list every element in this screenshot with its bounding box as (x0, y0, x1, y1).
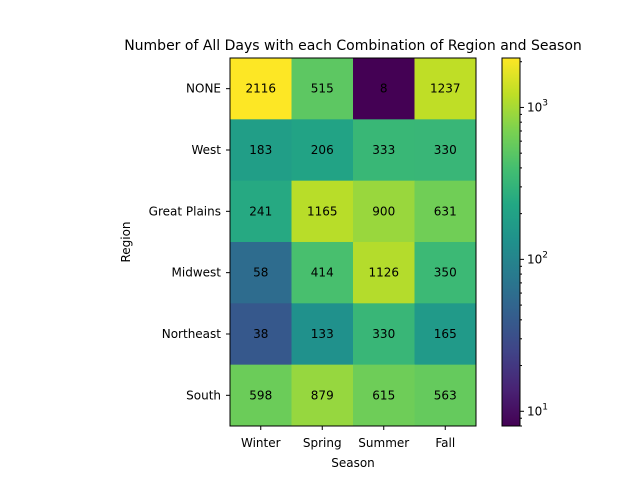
heatmap-cell (414, 303, 477, 366)
heatmap-cell (291, 303, 354, 366)
cell-value-label: 900 (372, 204, 395, 218)
heatmap-cell (230, 241, 292, 304)
heatmap-cell (353, 180, 415, 243)
y-tick-label: West (191, 143, 221, 157)
cell-value-label: 241 (249, 204, 272, 218)
colorbar-tick-label: 102 (527, 250, 548, 266)
cell-value-label: 330 (372, 327, 395, 341)
heatmap-cell (414, 180, 477, 243)
cell-value-label: 879 (311, 388, 334, 402)
y-tick-label: Northeast (162, 327, 222, 341)
heatmap-cell (414, 364, 477, 427)
colorbar-ticks: 101 102 103 (520, 61, 548, 427)
plot-frame (229, 57, 477, 427)
cell-value-label: 631 (434, 204, 457, 218)
heatmap-cell (414, 58, 477, 120)
heatmap-cell (230, 58, 292, 120)
cell-value-label: 1126 (368, 266, 399, 280)
heatmap-cell (291, 241, 354, 304)
heatmap-cell (230, 180, 292, 243)
y-tick-label: NONE (186, 82, 221, 96)
y-axis-label: Region (119, 221, 133, 262)
colorbar-gradient (502, 58, 520, 426)
cell-value-label: 598 (249, 388, 272, 402)
cell-value-label: 615 (372, 388, 395, 402)
heatmap-cell (353, 241, 415, 304)
heatmap-cell (230, 119, 292, 182)
y-tick-label: Great Plains (149, 204, 221, 218)
x-tick-label: Winter (241, 436, 281, 450)
y-tick-label: Midwest (172, 266, 222, 280)
x-axis-ticks: Winter Spring Summer Fall (241, 426, 455, 450)
cell-value-label: 515 (311, 82, 334, 96)
heatmap-cell (414, 241, 477, 304)
colorbar-tick-label: 101 (527, 402, 548, 418)
x-tick-label: Summer (358, 436, 409, 450)
colorbar: 101 102 103 (501, 57, 548, 427)
cell-value-label: 563 (434, 388, 457, 402)
cell-value-label: 330 (434, 143, 457, 157)
heatmap-cell (230, 303, 292, 366)
x-tick-label: Fall (435, 436, 455, 450)
heatmap-cell (353, 303, 415, 366)
heatmap-cell (353, 58, 415, 120)
cell-value-label: 1165 (307, 204, 338, 218)
heatmap-cell (291, 119, 354, 182)
heatmap-cell (291, 180, 354, 243)
x-tick-label: Spring (303, 436, 342, 450)
cell-value-label: 183 (249, 143, 272, 157)
colorbar-tick-label: 103 (527, 98, 548, 114)
cell-value-label: 2116 (245, 82, 276, 96)
heatmap-cells: 2116 515 8 1237 183 206 333 330 241 1165 900 631 58 4… (230, 58, 477, 427)
y-tick-label: South (186, 388, 221, 402)
cell-value-label: 38 (253, 327, 268, 341)
cell-value-label: 133 (311, 327, 334, 341)
x-axis-label: Season (331, 456, 375, 470)
chart-title: Number of All Days with each Combination… (124, 38, 582, 54)
heatmap-cell (353, 119, 415, 182)
cell-value-label: 8 (380, 82, 388, 96)
heatmap-cell (230, 364, 292, 427)
heatmap-cell (291, 364, 354, 427)
cell-value-label: 206 (311, 143, 334, 157)
cell-value-label: 58 (253, 266, 268, 280)
heatmap-cell (414, 119, 477, 182)
colorbar-frame (501, 57, 521, 427)
cell-value-label: 333 (372, 143, 395, 157)
heatmap-cell (353, 364, 415, 427)
cell-value-label: 1237 (430, 82, 461, 96)
cell-value-label: 414 (311, 266, 334, 280)
y-axis-ticks: NONE West Great Plains Midwest Northeast Sout… (149, 82, 230, 402)
heatmap-cell (291, 58, 354, 120)
cell-value-label: 350 (434, 266, 457, 280)
cell-value-label: 165 (434, 327, 457, 341)
